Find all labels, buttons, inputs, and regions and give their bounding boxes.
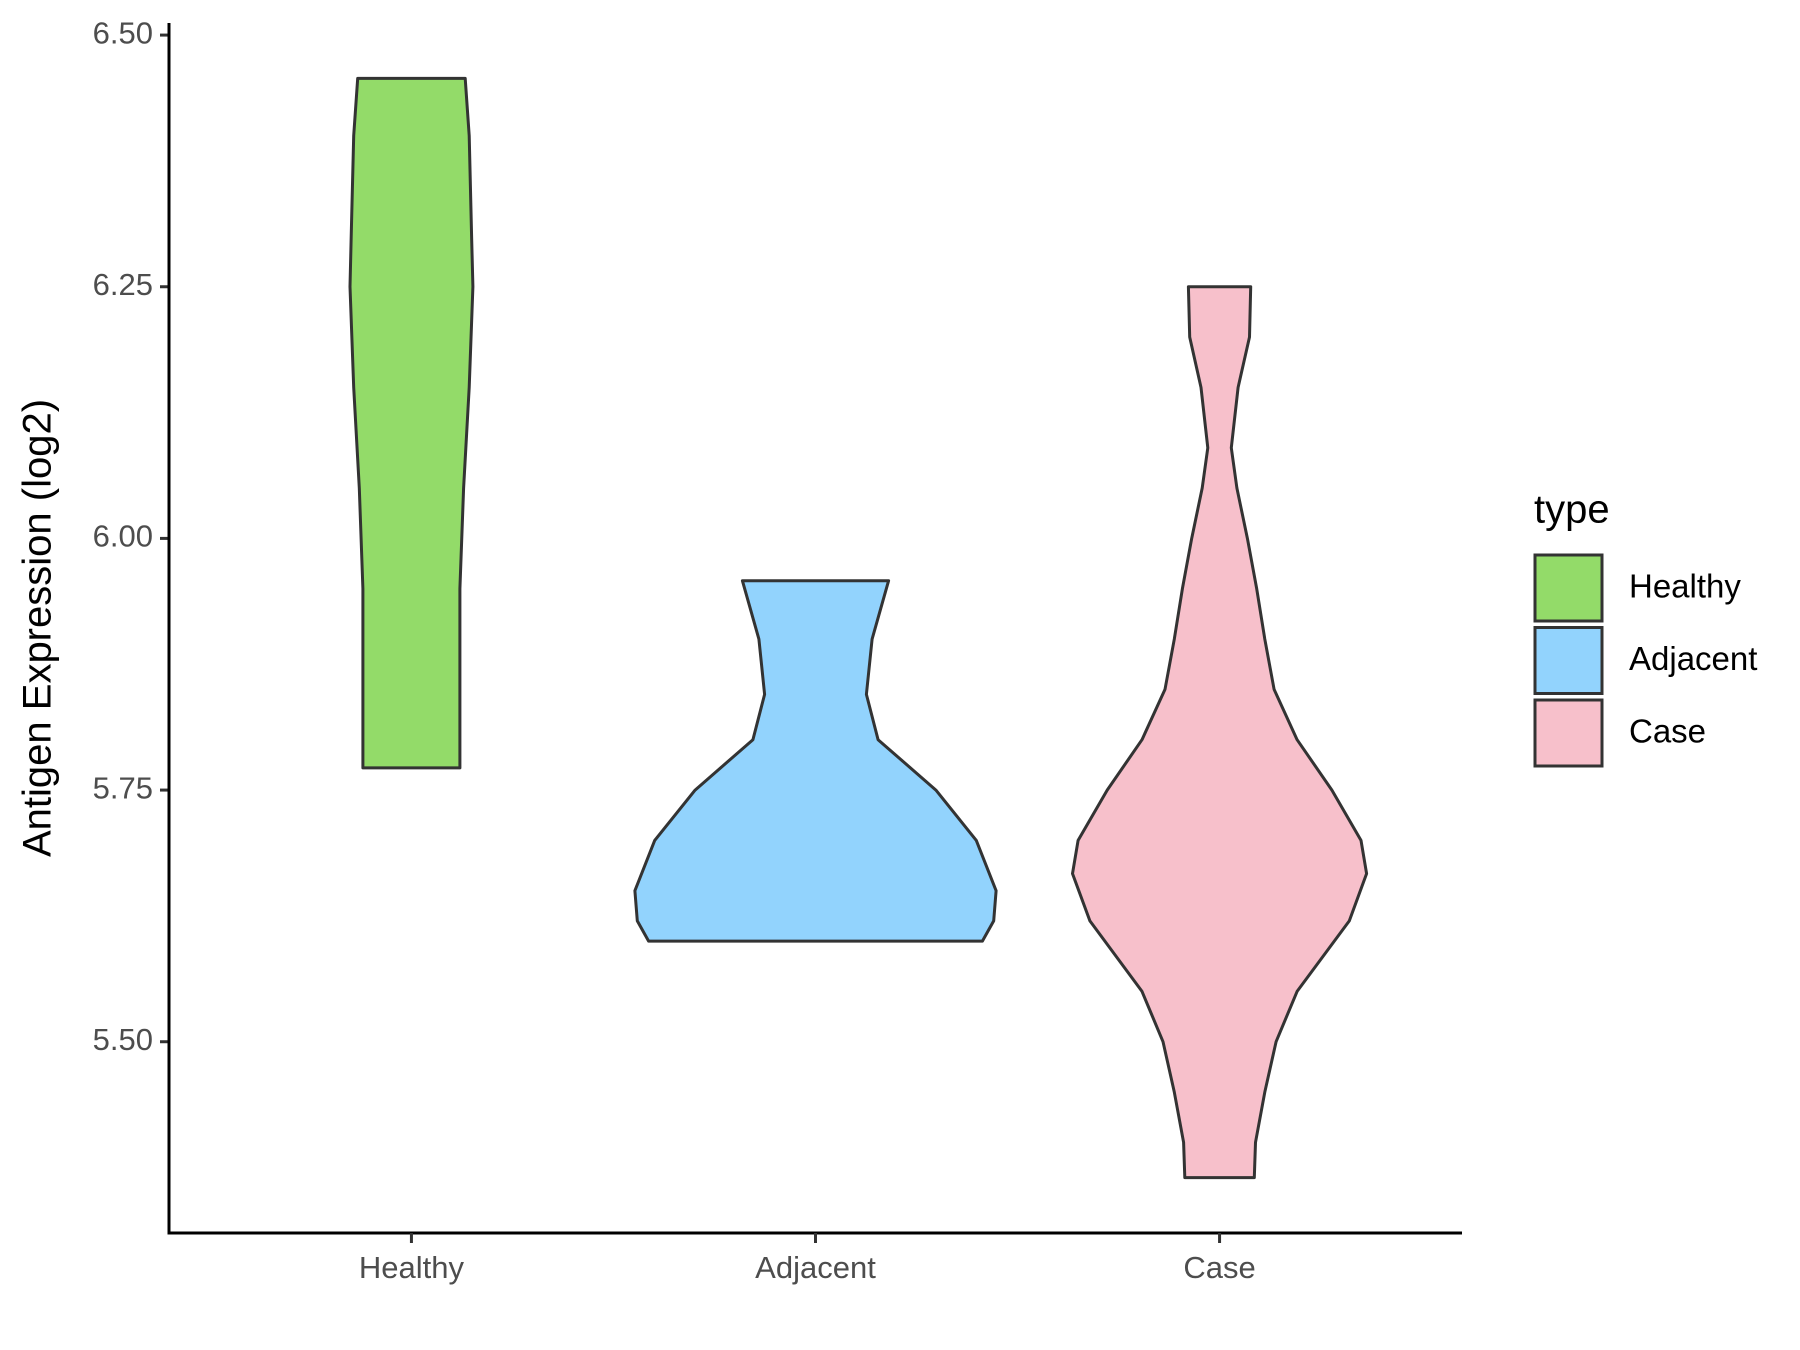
legend-label: Case	[1629, 713, 1706, 750]
legend-label: Healthy	[1629, 568, 1741, 605]
violin	[348, 76, 475, 770]
x-tick-label: Case	[1183, 1250, 1255, 1285]
legend-label: Adjacent	[1629, 640, 1757, 677]
y-tick-label: 6.00	[93, 519, 153, 554]
y-tick-label: 6.25	[93, 267, 153, 302]
x-tick-label: Healthy	[359, 1250, 465, 1285]
violin	[1071, 285, 1369, 1180]
x-tick-label: Adjacent	[755, 1250, 876, 1285]
y-tick-label: 5.50	[93, 1022, 153, 1057]
legend-key	[1533, 626, 1604, 695]
y-tick-label: 5.75	[93, 770, 153, 805]
legend-key	[1533, 698, 1604, 768]
y-axis-title: Antigen Expression (log2)	[16, 399, 60, 857]
violin	[633, 579, 998, 943]
legend-title: type	[1534, 488, 1610, 532]
legend-key	[1533, 553, 1604, 623]
y-tick-label: 6.50	[93, 15, 153, 50]
